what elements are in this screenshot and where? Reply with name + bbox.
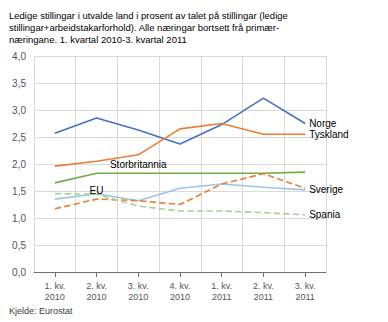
svg-text:2. kv.: 2. kv.: [86, 281, 107, 291]
svg-text:3. kv.: 3. kv.: [295, 281, 316, 291]
svg-text:Norge: Norge: [309, 118, 337, 129]
svg-text:1. kv.: 1. kv.: [211, 281, 232, 291]
svg-text:3,5: 3,5: [12, 78, 26, 89]
svg-text:Tyskland: Tyskland: [309, 129, 348, 140]
svg-text:2010: 2010: [45, 292, 65, 302]
svg-text:2010: 2010: [87, 292, 107, 302]
svg-text:0,0: 0,0: [12, 267, 26, 278]
svg-text:2,0: 2,0: [12, 159, 26, 170]
svg-text:EU: EU: [90, 185, 104, 196]
svg-text:3,0: 3,0: [12, 105, 26, 116]
svg-text:2010: 2010: [170, 292, 190, 302]
svg-text:1,5: 1,5: [12, 186, 26, 197]
svg-text:stillingar+arbeidstakarforhold: stillingar+arbeidstakarforhold). Alle næ…: [9, 22, 279, 33]
svg-text:4,0: 4,0: [12, 51, 26, 62]
svg-text:4. kv.: 4. kv.: [170, 281, 191, 291]
svg-text:1,0: 1,0: [12, 213, 26, 224]
svg-text:3. kv.: 3. kv.: [128, 281, 149, 291]
svg-text:2010: 2010: [128, 292, 148, 302]
svg-text:Kjelde: Eurostat: Kjelde: Eurostat: [9, 306, 73, 316]
svg-text:1. kv.: 1. kv.: [44, 281, 65, 291]
svg-text:Ledige stillingar i utvalde la: Ledige stillingar i utvalde land i prose…: [9, 10, 288, 21]
svg-text:Spania: Spania: [309, 209, 341, 220]
svg-text:0,5: 0,5: [12, 240, 26, 251]
svg-text:Sverige: Sverige: [309, 184, 343, 195]
svg-text:næringane. 1. kvartal 2010-3.: næringane. 1. kvartal 2010-3. kvartal 20…: [9, 34, 187, 45]
svg-text:2,5: 2,5: [12, 132, 26, 143]
svg-text:2011: 2011: [295, 292, 314, 302]
svg-text:2011: 2011: [212, 292, 231, 302]
svg-text:2011: 2011: [254, 292, 273, 302]
svg-text:Storbritannia: Storbritannia: [110, 159, 167, 170]
svg-text:2. kv.: 2. kv.: [253, 281, 274, 291]
